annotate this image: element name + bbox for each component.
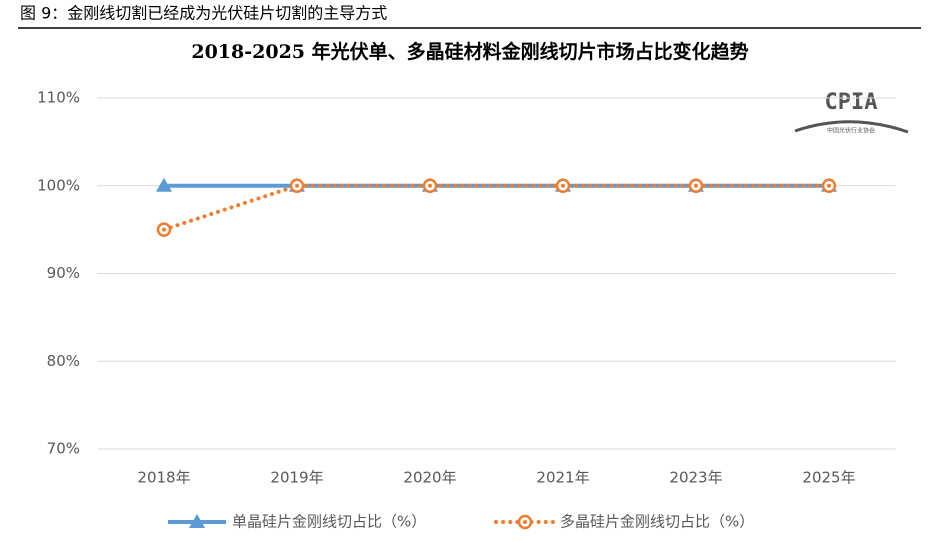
x-tick-label: 2020年 [403,469,456,487]
series-line [162,183,831,232]
y-tick-label: 110% [37,89,80,107]
marker-dot [428,183,432,188]
data-point [555,178,571,193]
marker-dot [523,520,527,524]
logo-swoosh [794,120,909,134]
legend-marker [189,514,205,528]
legend-marker [517,514,533,530]
y-tick-label: 80% [47,352,80,370]
data-point [156,222,172,237]
legend-symbol [189,514,205,528]
data-point [821,178,837,193]
figure-caption: 图 9：金刚线切割已经成为光伏硅片切割的主导方式 [20,4,387,23]
marker-dot [561,183,565,188]
x-tick-label: 2021年 [536,469,589,487]
legend-label: 多晶硅片金刚线切占比（%） [560,513,754,531]
data-point [422,178,438,193]
legend-symbol [517,514,533,530]
data-point [688,178,704,193]
logo-name: CPIA [825,90,878,115]
marker-dot [295,183,299,188]
y-tick-label: 70% [47,440,80,458]
x-tick-label: 2018年 [137,469,190,487]
marker-dot [827,183,831,188]
logo: CPIA 中国光伏行业协会 [794,90,909,135]
legend-label: 单晶硅片金刚线切占比（%） [232,513,426,531]
data-point [289,178,305,193]
marker-dot [162,227,166,232]
marker-dot [694,183,698,188]
y-tick-label: 100% [37,176,80,194]
data-point [156,177,172,192]
chart-title: 2018-2025 年光伏单、多晶硅材料金刚线切片市场占比变化趋势 [191,40,748,63]
y-tick-label: 90% [47,264,80,282]
plot: 70% 80% 90% 100% 110% 2018年 2019年 2020年 2021年 202… [37,89,896,531]
x-tick-label: 2025年 [802,469,855,487]
logo-subtitle: 中国光伏行业协会 [827,127,875,135]
x-tick-label: 2019年 [270,469,323,487]
x-tick-label: 2023年 [669,469,722,487]
